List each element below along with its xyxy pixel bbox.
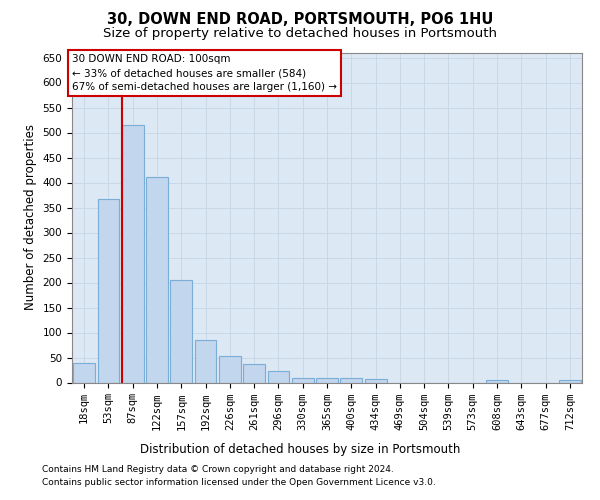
Text: Contains HM Land Registry data © Crown copyright and database right 2024.: Contains HM Land Registry data © Crown c…: [42, 466, 394, 474]
Bar: [170, 280, 192, 382]
Bar: [316, 378, 338, 382]
Text: 30, DOWN END ROAD, PORTSMOUTH, PO6 1HU: 30, DOWN END ROAD, PORTSMOUTH, PO6 1HU: [107, 12, 493, 28]
Bar: [268, 370, 289, 382]
Text: Distribution of detached houses by size in Portsmouth: Distribution of detached houses by size …: [140, 442, 460, 456]
Bar: [219, 356, 241, 382]
Bar: [122, 124, 143, 382]
Bar: [559, 380, 581, 382]
Bar: [97, 199, 119, 382]
Bar: [292, 378, 314, 382]
Text: 30 DOWN END ROAD: 100sqm
← 33% of detached houses are smaller (584)
67% of semi-: 30 DOWN END ROAD: 100sqm ← 33% of detach…: [72, 54, 337, 92]
Bar: [486, 380, 508, 382]
Text: Size of property relative to detached houses in Portsmouth: Size of property relative to detached ho…: [103, 28, 497, 40]
Bar: [146, 177, 168, 382]
Bar: [340, 378, 362, 382]
Bar: [194, 340, 217, 382]
Bar: [243, 364, 265, 382]
Bar: [73, 362, 95, 382]
Y-axis label: Number of detached properties: Number of detached properties: [24, 124, 37, 310]
Text: Contains public sector information licensed under the Open Government Licence v3: Contains public sector information licen…: [42, 478, 436, 487]
Bar: [365, 379, 386, 382]
